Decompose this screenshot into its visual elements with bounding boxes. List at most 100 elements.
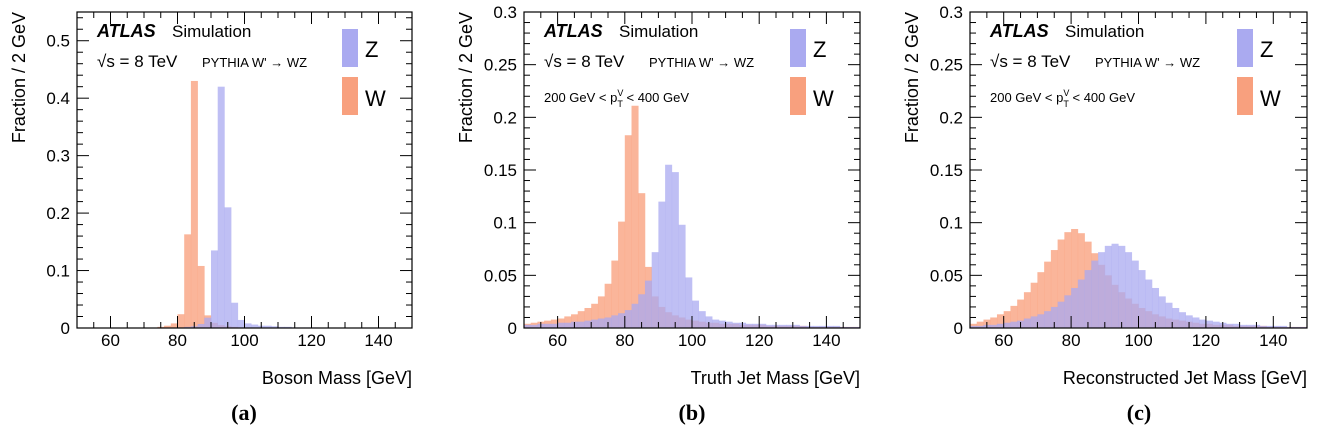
histogram-bar-w <box>571 314 579 328</box>
histogram-bar-z <box>197 323 205 328</box>
histogram-bar-w <box>1037 272 1045 328</box>
histogram-bar-z <box>833 325 841 328</box>
histogram-bar-w <box>591 303 599 328</box>
x-tick-label: 80 <box>1062 331 1081 350</box>
histogram-bar-w <box>1010 305 1018 328</box>
histogram-bar-z <box>224 207 232 328</box>
histogram-bar-z <box>1077 279 1085 328</box>
x-tick-label: 120 <box>745 331 773 350</box>
x-tick-label: 60 <box>548 331 567 350</box>
histogram-bar-w <box>190 80 198 328</box>
legend-label-z: Z <box>1260 37 1273 62</box>
y-tick-label: 0.05 <box>930 266 963 285</box>
histogram-bar-z <box>1165 302 1173 328</box>
histogram-bar-z <box>1151 287 1160 328</box>
histogram-bar-z <box>725 321 733 328</box>
x-tick-label: 140 <box>1259 331 1287 350</box>
y-tick-label: 0.1 <box>939 214 963 233</box>
y-tick-label: 0.15 <box>930 161 963 180</box>
y-tick-label: 0.3 <box>46 147 70 166</box>
histogram-bar-w <box>550 319 558 328</box>
histogram-bar-z <box>1023 318 1031 328</box>
x-tick-label: 80 <box>615 331 634 350</box>
histogram-bar-z <box>1057 301 1065 328</box>
histogram-bar-z <box>1199 319 1207 328</box>
histogram-bar-w <box>618 221 626 328</box>
histogram-bar-z <box>550 323 558 328</box>
legend-swatch-w <box>790 77 806 115</box>
histogram-bar-z <box>1003 322 1011 328</box>
y-tick-label: 0 <box>508 319 517 338</box>
panel-c: 60 80 100 120 140 0 0.05 0.1 0.15 0.2 0.25 0.3 Recon… <box>902 3 1308 425</box>
x-tick-label: 120 <box>297 331 325 350</box>
histogram-bar-z <box>1044 311 1052 328</box>
x-tick-label: 140 <box>812 331 840 350</box>
series-z <box>524 164 861 328</box>
histogram-bar-z <box>1266 325 1274 328</box>
histogram-bar-z <box>765 324 773 328</box>
panel-label: (b) <box>679 400 706 425</box>
histogram-bar-z <box>244 323 252 328</box>
x-tick-label: 100 <box>678 331 706 350</box>
x-axis-title: Boson Mass [GeV] <box>262 368 412 388</box>
histogram-bar-z <box>217 86 225 328</box>
histogram-bar-w <box>564 316 572 328</box>
legend-swatch-w <box>1237 77 1253 115</box>
histogram-bar-z <box>584 320 592 328</box>
histogram-bar-w <box>597 296 605 328</box>
panel-a: 60 80 100 120 140 0 0.1 0.2 0.3 0.4 0.5 Boson Mass … <box>9 11 413 425</box>
energy-label: √s = 8 TeV <box>97 52 178 71</box>
histogram-bar-z <box>651 252 659 328</box>
histogram-bar-w <box>1044 261 1052 328</box>
selection-label: 200 GeV < pV T < 400 GeV <box>990 88 1135 109</box>
histogram-bar-w <box>996 314 1004 328</box>
histogram-bar-w <box>1003 311 1011 328</box>
histogram-bar-w <box>170 323 178 328</box>
y-tick-label: 0.2 <box>939 108 963 127</box>
histogram-bar-z <box>597 318 605 328</box>
y-tick-label: 0 <box>954 319 963 338</box>
histogram-bar-w <box>164 325 172 328</box>
histogram-bar-z <box>211 250 218 328</box>
energy-label: √s = 8 TeV <box>990 52 1071 71</box>
histogram-bar-z <box>819 325 827 328</box>
histogram-bar-z <box>990 324 998 328</box>
legend-label-z: Z <box>813 37 826 62</box>
histogram-bar-z <box>1212 321 1220 328</box>
histogram-bar-z <box>557 322 565 328</box>
histogram-bar-z <box>1064 295 1072 328</box>
histogram-bar-w <box>990 317 998 328</box>
histogram-bar-z <box>1185 315 1193 328</box>
histogram-bar-z <box>618 313 626 328</box>
energy-label: √s = 8 TeV <box>544 52 625 71</box>
process-label: PYTHIA W' → WZ <box>649 55 754 70</box>
legend-swatch-z <box>342 29 358 67</box>
y-tick-label: 0.3 <box>493 3 517 22</box>
histogram-bar-w <box>1071 228 1079 328</box>
histogram-bar-z <box>1118 245 1126 328</box>
histogram-bar-z <box>1192 317 1200 328</box>
legend-label-w: W <box>813 86 834 111</box>
process-label: PYTHIA W' → WZ <box>1095 55 1200 70</box>
histogram-bar-z <box>745 323 753 328</box>
histogram-bar-z <box>624 310 632 328</box>
histogram-bar-w <box>1050 250 1058 328</box>
histogram-bar-w <box>177 314 185 328</box>
histogram-bar-z <box>1111 243 1119 328</box>
histogram-bar-w <box>197 265 205 328</box>
panel-b: 60 80 100 120 140 0 0.05 0.1 0.15 0.2 0.25 0.3 Truth… <box>456 3 861 425</box>
y-tick-label: 0.4 <box>46 89 70 108</box>
histogram-bar-z <box>678 224 686 328</box>
atlas-label: ATLAS <box>96 21 156 41</box>
y-tick-label: 0.15 <box>484 161 517 180</box>
x-tick-label: 100 <box>230 331 258 350</box>
histogram-bar-z <box>1172 307 1180 328</box>
histogram-bar-z <box>524 324 532 328</box>
histogram-bar-w <box>604 283 612 328</box>
histogram-bar-z <box>970 325 978 328</box>
histogram-bar-w <box>1057 239 1065 328</box>
histogram-bar-z <box>1205 320 1213 328</box>
histogram-bar-z <box>237 319 245 328</box>
histogram-bar-z <box>658 201 666 328</box>
